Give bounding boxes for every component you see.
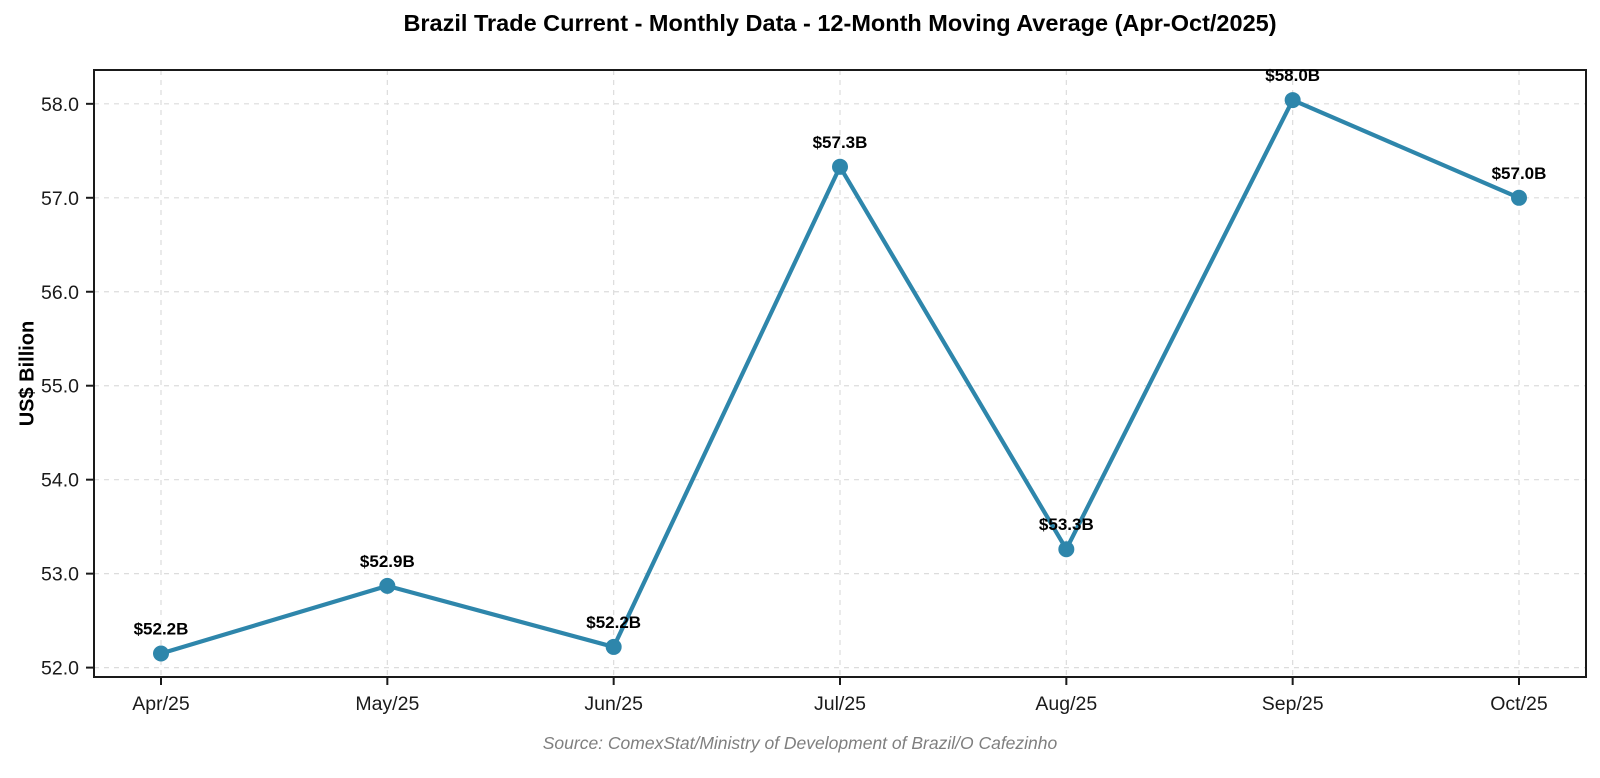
y-tick-label: 54.0 bbox=[41, 470, 79, 492]
y-tick-label: 58.0 bbox=[41, 94, 79, 116]
data-point bbox=[379, 577, 396, 594]
data-point bbox=[1511, 189, 1527, 206]
x-tick-label: Aug/25 bbox=[1035, 693, 1097, 715]
data-point bbox=[1058, 541, 1075, 558]
x-tick-label: Sep/25 bbox=[1262, 693, 1324, 715]
data-point bbox=[153, 645, 169, 662]
data-point bbox=[832, 158, 848, 175]
data-point-label: $57.3B bbox=[813, 133, 868, 152]
data-point bbox=[605, 638, 622, 655]
x-tick-label: May/25 bbox=[355, 693, 419, 715]
data-point-label: $52.9B bbox=[360, 552, 415, 571]
y-tick-label: 57.0 bbox=[41, 188, 79, 210]
data-point-label: $52.2B bbox=[586, 613, 641, 632]
y-tick-label: 56.0 bbox=[41, 282, 79, 304]
y-tick-label: 52.0 bbox=[41, 658, 79, 680]
x-tick-label: Oct/25 bbox=[1490, 693, 1548, 715]
x-tick-label: Jul/25 bbox=[814, 693, 866, 715]
data-point-label: $58.0B bbox=[1265, 66, 1320, 85]
x-tick-label: Jun/25 bbox=[584, 693, 643, 715]
data-point bbox=[1284, 92, 1301, 109]
data-point-label: $53.3B bbox=[1039, 515, 1094, 534]
data-point-label: $57.0B bbox=[1492, 164, 1547, 183]
source-caption: Source: ComexStat/Ministry of Developmen… bbox=[542, 733, 1058, 753]
data-point-label: $52.2B bbox=[134, 620, 189, 639]
chart-title: Brazil Trade Current - Monthly Data - 12… bbox=[403, 10, 1277, 36]
y-tick-label: 53.0 bbox=[41, 564, 79, 586]
y-tick-label: 55.0 bbox=[41, 376, 79, 398]
x-tick-label: Apr/25 bbox=[132, 693, 190, 715]
